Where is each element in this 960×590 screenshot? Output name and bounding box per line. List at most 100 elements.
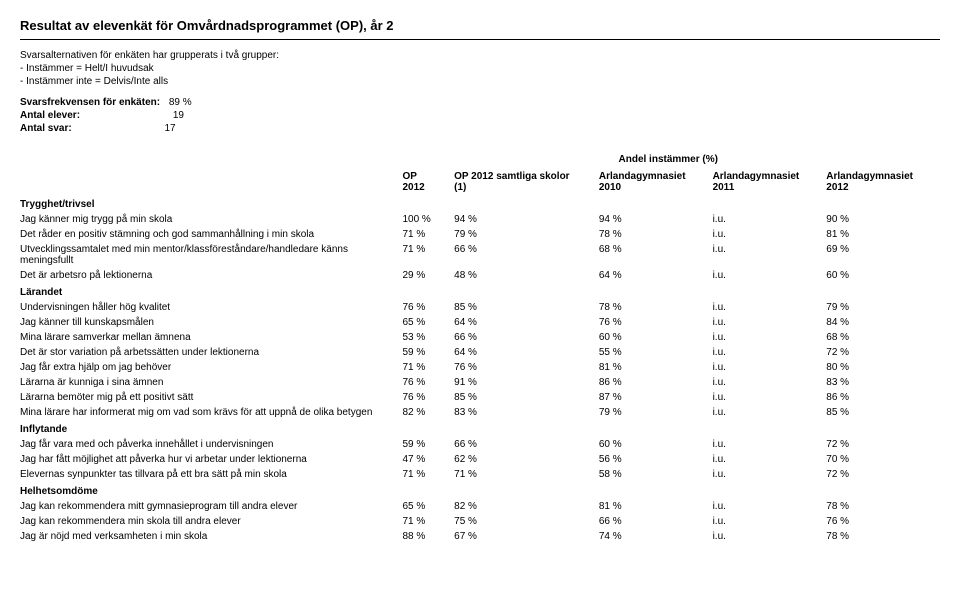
row-value-1: 71 % [402, 360, 454, 375]
row-value-1: 88 % [402, 529, 454, 544]
col-1-header: OP 2012 [402, 169, 454, 195]
table-row: Utvecklingssamtalet med min mentor/klass… [20, 242, 940, 268]
row-value-5: 83 % [826, 375, 940, 390]
table-row: Jag har fått möjlighet att påverka hur v… [20, 452, 940, 467]
row-label: Elevernas synpunkter tas tillvara på ett… [20, 467, 402, 482]
title-divider [20, 39, 940, 40]
row-value-5: 86 % [826, 390, 940, 405]
table-row: Jag kan rekommendera mitt gymnasieprogra… [20, 499, 940, 514]
row-value-5: 76 % [826, 514, 940, 529]
row-value-3: 60 % [599, 437, 713, 452]
col-4-header-a: Arlandagymnasiet [713, 171, 800, 182]
col-5-header-b: 2012 [826, 182, 848, 193]
table-row: Jag kan rekommendera min skola till andr… [20, 514, 940, 529]
row-value-2: 94 % [454, 212, 599, 227]
row-value-1: 100 % [402, 212, 454, 227]
table-row: Elevernas synpunkter tas tillvara på ett… [20, 467, 940, 482]
row-value-4: i.u. [713, 345, 827, 360]
row-value-3: 87 % [599, 390, 713, 405]
meta-frequency: Svarsfrekvensen för enkäten: 89 % [20, 97, 940, 108]
row-value-4: i.u. [713, 330, 827, 345]
table-super-header-text: Andel instämmer (%) [402, 152, 940, 169]
meta-answers: Antal svar: 17 [20, 123, 940, 134]
row-value-5: 69 % [826, 242, 940, 268]
col-2-header-b: (1) [454, 182, 466, 193]
row-value-4: i.u. [713, 315, 827, 330]
row-value-2: 82 % [454, 499, 599, 514]
row-value-2: 64 % [454, 315, 599, 330]
row-value-3: 86 % [599, 375, 713, 390]
row-label: Det är stor variation på arbetssätten un… [20, 345, 402, 360]
row-label: Det är arbetsro på lektionerna [20, 268, 402, 283]
row-label: Det råder en positiv stämning och god sa… [20, 227, 402, 242]
row-value-4: i.u. [713, 529, 827, 544]
row-value-4: i.u. [713, 467, 827, 482]
row-label: Jag kan rekommendera min skola till andr… [20, 514, 402, 529]
row-value-4: i.u. [713, 499, 827, 514]
row-value-2: 67 % [454, 529, 599, 544]
row-label: Jag känner mig trygg på min skola [20, 212, 402, 227]
row-value-3: 81 % [599, 360, 713, 375]
col-4-header-b: 2011 [713, 182, 735, 193]
intro-line-1: Svarsalternativen för enkäten har gruppe… [20, 50, 940, 61]
row-value-1: 82 % [402, 405, 454, 420]
table-row: Undervisningen håller hög kvalitet76 %85… [20, 300, 940, 315]
col-2-header-a: OP 2012 samtliga skolor [454, 171, 569, 182]
section-heading-row: Helhetsomdöme [20, 482, 940, 499]
row-value-5: 90 % [826, 212, 940, 227]
meta-frequency-value: 89 % [169, 97, 192, 108]
row-value-2: 66 % [454, 437, 599, 452]
row-value-1: 29 % [402, 268, 454, 283]
table-row: Jag får extra hjälp om jag behöver71 %76… [20, 360, 940, 375]
row-value-3: 94 % [599, 212, 713, 227]
row-value-2: 91 % [454, 375, 599, 390]
section-heading-row: Lärandet [20, 283, 940, 300]
row-value-4: i.u. [713, 405, 827, 420]
row-value-2: 79 % [454, 227, 599, 242]
table-header-row: OP 2012 OP 2012 samtliga skolor (1) Arla… [20, 169, 940, 195]
row-value-1: 47 % [402, 452, 454, 467]
results-table: Andel instämmer (%) OP 2012 OP 2012 samt… [20, 152, 940, 544]
table-row: Det råder en positiv stämning och god sa… [20, 227, 940, 242]
row-label: Jag kan rekommendera mitt gymnasieprogra… [20, 499, 402, 514]
meta-frequency-label: Svarsfrekvensen för enkäten: [20, 97, 160, 108]
row-value-1: 65 % [402, 499, 454, 514]
section-heading: Trygghet/trivsel [20, 195, 940, 212]
row-value-5: 85 % [826, 405, 940, 420]
row-value-2: 66 % [454, 242, 599, 268]
row-value-4: i.u. [713, 514, 827, 529]
row-label: Jag får vara med och påverka innehållet … [20, 437, 402, 452]
row-value-3: 58 % [599, 467, 713, 482]
row-value-2: 76 % [454, 360, 599, 375]
row-value-5: 68 % [826, 330, 940, 345]
row-value-1: 53 % [402, 330, 454, 345]
table-row: Jag är nöjd med verksamheten i min skola… [20, 529, 940, 544]
row-value-1: 59 % [402, 437, 454, 452]
row-value-1: 71 % [402, 227, 454, 242]
meta-answers-label: Antal svar: [20, 123, 72, 134]
row-value-5: 81 % [826, 227, 940, 242]
section-heading: Helhetsomdöme [20, 482, 940, 499]
page-title: Resultat av elevenkät för Omvårdnadsprog… [20, 18, 940, 33]
section-heading-row: Inflytande [20, 420, 940, 437]
row-value-5: 72 % [826, 345, 940, 360]
row-value-3: 66 % [599, 514, 713, 529]
row-value-3: 56 % [599, 452, 713, 467]
table-row: Det är arbetsro på lektionerna29 %48 %64… [20, 268, 940, 283]
col-3-header-b: 2010 [599, 182, 621, 193]
row-value-4: i.u. [713, 437, 827, 452]
table-row: Mina lärare samverkar mellan ämnena53 %6… [20, 330, 940, 345]
row-value-1: 76 % [402, 375, 454, 390]
row-value-5: 70 % [826, 452, 940, 467]
table-row: Mina lärare har informerat mig om vad so… [20, 405, 940, 420]
col-1-header-a: OP [402, 171, 416, 182]
row-label: Lärarna är kunniga i sina ämnen [20, 375, 402, 390]
row-value-5: 78 % [826, 529, 940, 544]
row-value-5: 78 % [826, 499, 940, 514]
row-value-4: i.u. [713, 390, 827, 405]
row-value-3: 78 % [599, 227, 713, 242]
intro-line-3: - Instämmer inte = Delvis/Inte alls [20, 76, 940, 87]
row-value-5: 60 % [826, 268, 940, 283]
row-value-5: 79 % [826, 300, 940, 315]
table-super-header: Andel instämmer (%) [20, 152, 940, 169]
